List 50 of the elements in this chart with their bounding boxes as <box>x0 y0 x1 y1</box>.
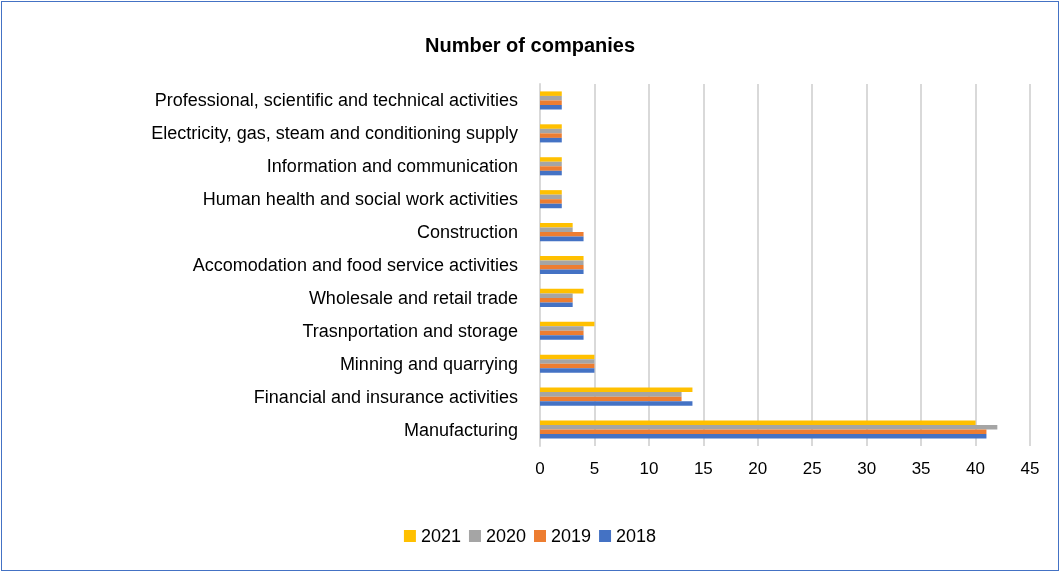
bar <box>540 91 562 96</box>
bar <box>540 401 693 406</box>
legend-label: 2019 <box>551 526 592 546</box>
x-tick-label: 5 <box>589 459 600 478</box>
x-tick-label: 20 <box>748 459 768 478</box>
x-tick-label: 15 <box>693 459 713 478</box>
y-tick-label: Manufacturing <box>403 419 518 440</box>
x-tick-label: 30 <box>857 459 877 478</box>
bar <box>540 199 562 204</box>
bar <box>540 265 584 270</box>
y-tick-label: Construction <box>416 222 518 243</box>
bar <box>540 293 573 298</box>
x-tick-label: 25 <box>802 459 822 478</box>
bar <box>540 434 987 439</box>
bar <box>540 359 595 364</box>
y-tick-label: Wholesale and retail trade <box>308 287 518 308</box>
bar <box>540 232 584 237</box>
x-tick-label: 45 <box>1020 459 1040 478</box>
legend-label: 2021 <box>420 526 461 546</box>
bar <box>540 425 998 430</box>
legend-label: 2020 <box>485 526 526 546</box>
y-tick-label: Electricity, gas, steam and conditioning supply <box>151 123 518 144</box>
bar <box>540 100 562 105</box>
x-tick-label: 40 <box>966 459 986 478</box>
bar <box>540 166 562 171</box>
x-tick-label: 10 <box>639 459 659 478</box>
bar <box>540 124 562 129</box>
y-tick-label: Minning and quarrying <box>339 353 518 374</box>
y-tick-label: Human health and social work activities <box>202 189 518 210</box>
bar <box>540 302 573 307</box>
bar <box>540 104 562 110</box>
x-tick-label: 35 <box>911 459 931 478</box>
legend-label: 2018 <box>616 526 657 546</box>
y-tick-label: Professional, scientific and technical activities <box>154 90 518 111</box>
y-tick-label: Accomodation and food service activities <box>192 255 518 275</box>
bar <box>540 260 584 265</box>
bar <box>540 420 976 426</box>
y-tick-label: Information and communication <box>266 156 518 177</box>
bar <box>540 190 562 195</box>
bar <box>540 133 562 138</box>
x-tick-label: 0 <box>535 459 545 478</box>
bar <box>540 335 584 340</box>
bar <box>540 326 584 331</box>
y-tick-label: Financial and insurance activities <box>253 386 518 407</box>
bar <box>540 157 562 162</box>
bar <box>540 223 573 228</box>
chart-title: Number of companies <box>424 34 636 56</box>
y-tick-label: Trasnportation and storage <box>302 320 518 341</box>
bar <box>540 368 595 373</box>
bar <box>540 392 682 397</box>
